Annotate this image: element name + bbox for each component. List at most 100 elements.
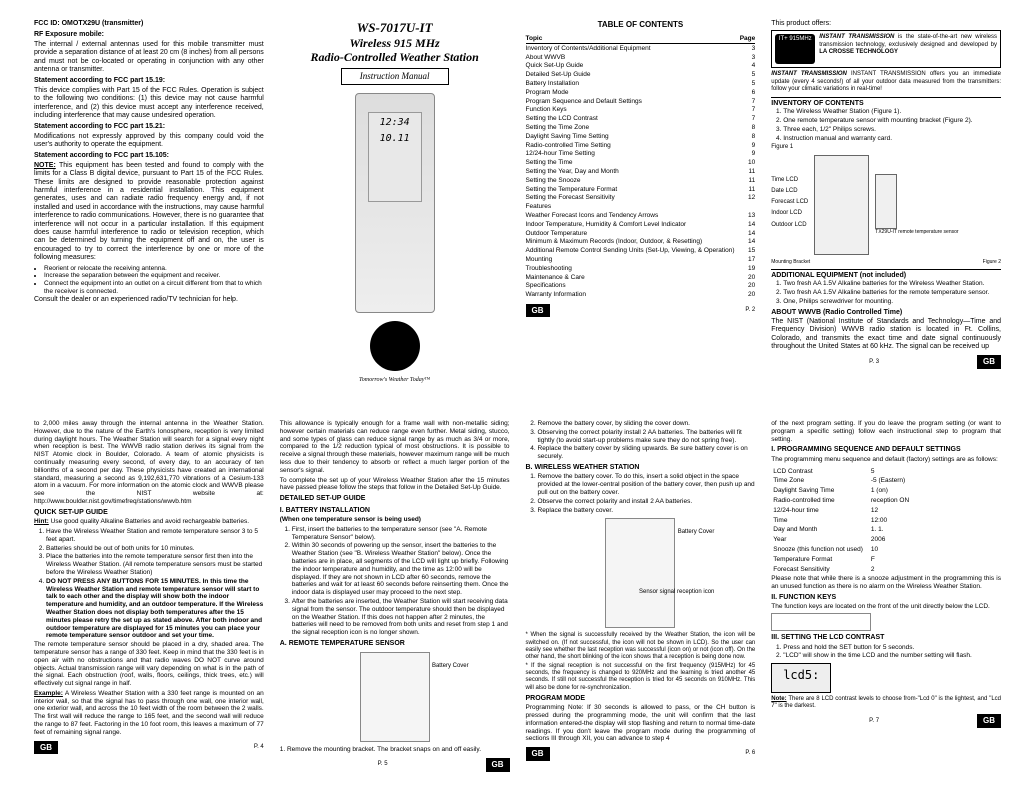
list-item: One, Philips screwdriver for mounting. xyxy=(783,298,1001,306)
toc-row: Warranty Information20 xyxy=(526,291,756,300)
seq-intro: The programming menu sequence and defaul… xyxy=(771,456,1001,464)
lcd-contrast-title: III. SETTING THE LCD CONTRAST xyxy=(771,634,1001,642)
list-item: Three each, 1/2" Philips screws. xyxy=(783,126,1001,134)
page-num: P. 7 xyxy=(869,718,879,725)
settings-row: Time12:00 xyxy=(773,517,915,525)
itplus-badge-icon: IT+ 915MHz xyxy=(775,34,815,64)
page-num: P. 2 xyxy=(745,307,755,314)
list-item: The Wireless Weather Station (Figure 1). xyxy=(783,108,1001,116)
toc-row: Setting the Forecast Sensitivity12 xyxy=(526,194,756,203)
page-num: P. 3 xyxy=(869,359,879,366)
list-item: Batteries should be out of both units fo… xyxy=(46,545,264,553)
signal-icon-label: Sensor signal reception icon xyxy=(639,589,714,596)
settings-row: Forecast Sensitivity2 xyxy=(773,566,915,574)
list-item: Two fresh AA 1.5V Alkaline batteries for… xyxy=(783,280,1001,288)
sensor-steps-cont: Remove the battery cover, by sliding the… xyxy=(526,420,756,461)
page-num: P. 4 xyxy=(254,744,264,751)
signal-note2: * If the signal reception is not success… xyxy=(526,663,756,692)
settings-row: Year2006 xyxy=(773,536,915,544)
settings-row: Day and Month1. 1. xyxy=(773,526,915,534)
fig-labels: Time LCD Date LCD Forecast LCD Indoor LC… xyxy=(771,177,808,233)
toc-row: Maintenance & Care20 xyxy=(526,273,756,282)
lcd-steps: Press and hold the SET button for 5 seco… xyxy=(771,644,1001,661)
settings-row: Radio-controlled timereception ON xyxy=(773,497,915,505)
wws-column: Remove the battery cover, by sliding the… xyxy=(522,420,760,780)
fig2-label: Figure 2 xyxy=(983,259,1001,265)
model-number: WS-7017U-IT xyxy=(280,20,510,36)
toc-row: Setting the Year, Day and Month11 xyxy=(526,168,756,177)
list-item: Instruction manual and warranty card. xyxy=(783,135,1001,143)
hint: Hint: Use good quality Alkaline Batterie… xyxy=(34,518,264,526)
toc-row: Setting the Time Zone8 xyxy=(526,124,756,133)
list-item: Within 30 seconds of powering up the sen… xyxy=(292,542,510,597)
battery-title: I. BATTERY INSTALLATION xyxy=(280,507,510,515)
wwvb-text: The NIST (National Institute of Standard… xyxy=(771,318,1001,352)
interference-bullets: Reorient or relocate the receiving anten… xyxy=(34,265,264,296)
wwvb-continued: to 2,000 miles away through the internal… xyxy=(34,420,264,506)
addl-list: Two fresh AA 1.5V Alkaline batteries for… xyxy=(771,280,1001,305)
detailed-setup-column: This allowance is typically enough for a… xyxy=(276,420,514,780)
list-item: Replace the battery cover. xyxy=(538,507,756,515)
toc-row: Specifications20 xyxy=(526,282,756,291)
station-diagram-icon: Battery Cover Sensor signal reception ic… xyxy=(605,518,675,628)
offers-text: This product offers: xyxy=(771,20,1001,28)
wws-steps: Remove the battery cover. To do this, in… xyxy=(526,473,756,514)
addl-equip-title: ADDITIONAL EQUIPMENT (not included) xyxy=(771,269,1001,280)
device-illustration: 12:34 10.11 xyxy=(355,93,435,313)
complete-text: To complete the set up of your Wireless … xyxy=(280,477,510,493)
toc-row: Setting the Snooze11 xyxy=(526,176,756,185)
gb-badge: GB xyxy=(977,355,1001,369)
wwvb-title: ABOUT WWVB (Radio Controlled Time) xyxy=(771,309,1001,317)
inventory-title: INVENTORY OF CONTENTS xyxy=(771,97,1001,108)
qsg-title: QUICK SET-UP GUIDE xyxy=(34,509,264,517)
list-item: Observing the correct polarity install 2… xyxy=(538,429,756,445)
toc-title: TABLE OF CONTENTS xyxy=(526,20,756,30)
manual-label: Instruction Manual xyxy=(341,68,449,85)
settings-column: of the next program setting. If you do l… xyxy=(767,420,1005,780)
quick-setup-column: to 2,000 miles away through the internal… xyxy=(30,420,268,780)
list-item: Two fresh AA 1.5V Alkaline batteries for… xyxy=(783,289,1001,297)
fcc-id: FCC ID: OMOTX29U (transmitter) xyxy=(34,20,264,28)
inventory-column: This product offers: IT+ 915MHz INSTANT … xyxy=(767,20,1005,384)
gb-badge: GB xyxy=(34,741,58,755)
settings-row: 12/24-hour time12 xyxy=(773,507,915,515)
snooze-note: Please note that while there is a snooze… xyxy=(771,575,1001,591)
gb-badge: GB xyxy=(526,747,550,761)
list-item: After the batteries are inserted, the We… xyxy=(292,598,510,637)
lcd-display-icon: lcd5: xyxy=(771,663,831,693)
dsg-title: DETAILED SET-UP GUIDE xyxy=(280,495,510,503)
toc-row: Indoor Temperature, Humidity & Comfort L… xyxy=(526,220,756,229)
default-settings-table: LCD Contrast5Time Zone-5 (Eastern)Daylig… xyxy=(771,466,917,576)
list-item: Place the batteries into the remote temp… xyxy=(46,553,264,576)
tagline: Tomorrow's Weather Today™ xyxy=(280,377,510,384)
remove-bracket: 1. Remove the mounting bracket. The brac… xyxy=(280,746,510,754)
toc-row: Quick Set-Up Guide4 xyxy=(526,62,756,71)
list-item: Remove the battery cover, by sliding the… xyxy=(538,420,756,428)
gb-badge: GB xyxy=(977,714,1001,728)
settings-row: Daylight Saving Time1 (on) xyxy=(773,487,915,495)
toc-header-topic: Topic xyxy=(526,34,740,44)
page-num: P. 5 xyxy=(378,761,388,768)
toc-row: Setting the Temperature Format11 xyxy=(526,185,756,194)
qsg-steps: Have the Wireless Weather Station and re… xyxy=(34,528,264,640)
battery-cover-label: Battery Cover xyxy=(432,663,469,670)
s1519-text: This device complies with Part 15 of the… xyxy=(34,87,264,121)
gb-badge: GB xyxy=(486,758,510,772)
toc-row: Radio-controlled Time Setting9 xyxy=(526,141,756,150)
range-text: The remote temperature sensor should be … xyxy=(34,641,264,688)
toc-row: Inventory of Contents/Additional Equipme… xyxy=(526,44,756,53)
title-column: WS-7017U-IT Wireless 915 MHz Radio-Contr… xyxy=(276,20,514,384)
fk-text: The function keys are located on the fro… xyxy=(771,603,1001,611)
lcd-date: 10.11 xyxy=(369,129,421,145)
list-item: One remote temperature sensor with mount… xyxy=(783,117,1001,125)
rts-title: A. REMOTE TEMPERATURE SENSOR xyxy=(280,640,510,648)
figure1-icon xyxy=(814,155,869,255)
toc-row: Outdoor Temperature14 xyxy=(526,229,756,238)
next-prog-text: of the next program setting. If you do l… xyxy=(771,420,1001,443)
list-item: Observe the correct polarity and install… xyxy=(538,498,756,506)
toc-row: Setting the LCD Contrast7 xyxy=(526,115,756,124)
s1521-title: Statement according to FCC part 15.21: xyxy=(34,123,264,131)
toc-row: Detailed Set-Up Guide5 xyxy=(526,71,756,80)
settings-row: Snooze (this function not used)10 xyxy=(773,546,915,554)
toc-row: Battery Installation5 xyxy=(526,80,756,89)
